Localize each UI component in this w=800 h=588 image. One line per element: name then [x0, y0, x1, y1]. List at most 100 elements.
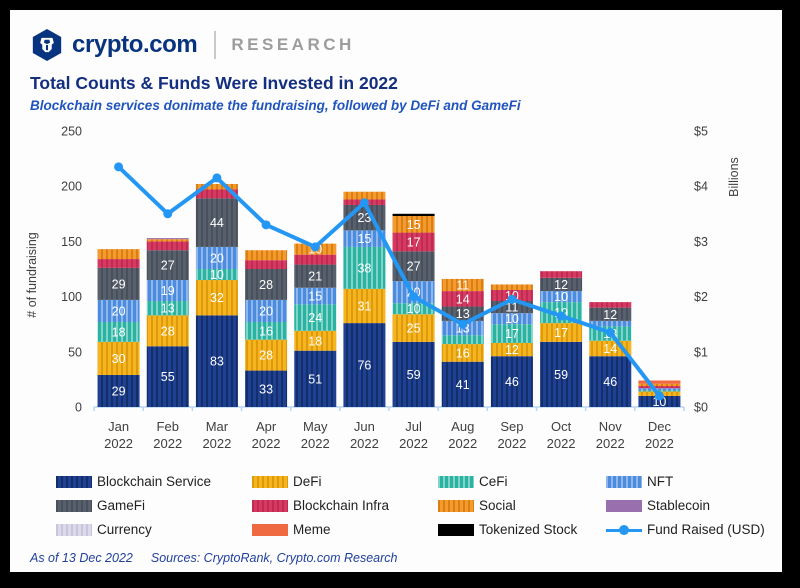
legend-swatch-icon — [252, 523, 288, 536]
svg-text:Aug: Aug — [451, 419, 474, 434]
legend-label: NFT — [647, 474, 674, 489]
svg-text:28: 28 — [259, 278, 273, 292]
svg-text:28: 28 — [259, 349, 273, 363]
chart-subtitle: Blockchain services donimate the fundrai… — [30, 98, 521, 113]
svg-text:16: 16 — [259, 324, 273, 338]
legend-label: CeFi — [479, 474, 508, 489]
svg-text:2022: 2022 — [497, 436, 526, 451]
crypto-com-logo-icon — [32, 28, 62, 62]
svg-text:2022: 2022 — [448, 436, 477, 451]
research-label: RESEARCH — [231, 35, 355, 54]
legend-swatch-icon — [56, 499, 92, 512]
svg-text:27: 27 — [161, 259, 175, 273]
svg-text:Jan: Jan — [108, 419, 129, 434]
svg-text:Jun: Jun — [354, 419, 375, 434]
legend-swatch-icon — [56, 475, 92, 488]
svg-text:46: 46 — [603, 375, 617, 389]
svg-text:13: 13 — [161, 302, 175, 316]
svg-text:18: 18 — [112, 325, 126, 339]
header: crypto.com RESEARCH — [10, 10, 782, 62]
svg-text:29: 29 — [112, 384, 126, 398]
legend-item: Tokenized Stock — [438, 522, 606, 537]
legend-label: Blockchain Infra — [293, 498, 390, 513]
svg-text:30: 30 — [112, 352, 126, 366]
svg-text:33: 33 — [259, 382, 273, 396]
svg-text:11: 11 — [456, 279, 469, 293]
legend-label: Tokenized Stock — [479, 522, 578, 537]
svg-text:29: 29 — [112, 277, 126, 291]
legend-swatch-icon — [438, 523, 474, 536]
svg-text:2022: 2022 — [547, 436, 576, 451]
legend-label: DeFi — [293, 474, 322, 489]
chart-legend: Blockchain Service DeFi CeFi NFT GameFi Block… — [56, 474, 782, 537]
legend-item: Fund Raised (USD) — [606, 522, 782, 537]
svg-text:Feb: Feb — [157, 419, 179, 434]
svg-text:$2: $2 — [694, 290, 708, 304]
svg-text:2022: 2022 — [202, 436, 231, 451]
legend-label: Social — [479, 498, 516, 513]
svg-text:$5: $5 — [694, 125, 708, 139]
svg-text:Mar: Mar — [206, 419, 229, 434]
svg-text:2022: 2022 — [596, 436, 625, 451]
svg-text:$3: $3 — [694, 235, 708, 249]
legend-swatch-icon — [606, 499, 642, 512]
legend-swatch-icon — [252, 475, 288, 488]
svg-text:2022: 2022 — [350, 436, 379, 451]
svg-text:14: 14 — [456, 292, 470, 306]
svg-text:17: 17 — [554, 326, 568, 340]
svg-text:44: 44 — [210, 216, 224, 230]
legend-item: CeFi — [438, 474, 606, 489]
svg-text:31: 31 — [357, 299, 371, 313]
svg-text:17: 17 — [407, 235, 421, 249]
legend-line-icon — [606, 524, 642, 536]
svg-text:12: 12 — [603, 308, 617, 322]
report-card: crypto.com RESEARCH Total Counts & Funds… — [10, 10, 782, 572]
legend-swatch-icon — [56, 523, 92, 536]
legend-label: Currency — [97, 522, 152, 537]
legend-item: Meme — [252, 522, 438, 537]
svg-text:200: 200 — [61, 180, 82, 194]
sources-text: Sources: CryptoRank, Crypto.com Research — [150, 551, 398, 565]
svg-text:17: 17 — [505, 327, 519, 341]
svg-text:25: 25 — [407, 322, 421, 336]
svg-text:38: 38 — [357, 261, 371, 275]
svg-text:Oct: Oct — [551, 419, 572, 434]
svg-text:18: 18 — [308, 334, 322, 348]
svg-text:0: 0 — [75, 401, 82, 415]
svg-text:2022: 2022 — [645, 436, 674, 451]
legend-swatch-icon — [438, 475, 474, 488]
svg-text:250: 250 — [61, 125, 82, 139]
chart-canvas: 0 50 100 150 200 250 # of fundraising $0 $1 $2 $3 $… — [25, 125, 741, 452]
legend-swatch-icon — [252, 499, 288, 512]
svg-text:20: 20 — [210, 251, 224, 265]
svg-text:16: 16 — [456, 346, 470, 360]
legend-label: Fund Raised (USD) — [647, 522, 765, 537]
svg-text:14: 14 — [603, 342, 617, 356]
svg-text:2022: 2022 — [104, 436, 133, 451]
header-divider — [214, 31, 217, 59]
svg-text:83: 83 — [210, 355, 224, 369]
svg-text:12: 12 — [554, 278, 568, 292]
svg-text:21: 21 — [308, 270, 322, 284]
svg-text:51: 51 — [308, 372, 322, 386]
svg-text:2022: 2022 — [301, 436, 330, 451]
footer: As of 13 Dec 2022 Sources: CryptoRank, C… — [30, 551, 782, 565]
svg-text:20: 20 — [112, 304, 126, 318]
svg-text:46: 46 — [505, 375, 519, 389]
legend-item: Social — [438, 498, 606, 513]
legend-swatch-icon — [438, 499, 474, 512]
svg-text:150: 150 — [61, 235, 82, 249]
svg-text:10: 10 — [210, 268, 224, 282]
svg-text:11: 11 — [505, 301, 518, 315]
svg-text:12: 12 — [505, 343, 519, 357]
svg-text:27: 27 — [407, 260, 421, 274]
svg-text:32: 32 — [210, 291, 224, 305]
legend-label: Stablecoin — [647, 498, 711, 513]
svg-text:10: 10 — [554, 290, 568, 304]
svg-text:59: 59 — [554, 368, 568, 382]
legend-item: Stablecoin — [606, 498, 782, 513]
legend-swatch-icon — [606, 475, 642, 488]
svg-text:15: 15 — [407, 218, 421, 232]
brand-wordmark: crypto.com — [72, 31, 198, 58]
